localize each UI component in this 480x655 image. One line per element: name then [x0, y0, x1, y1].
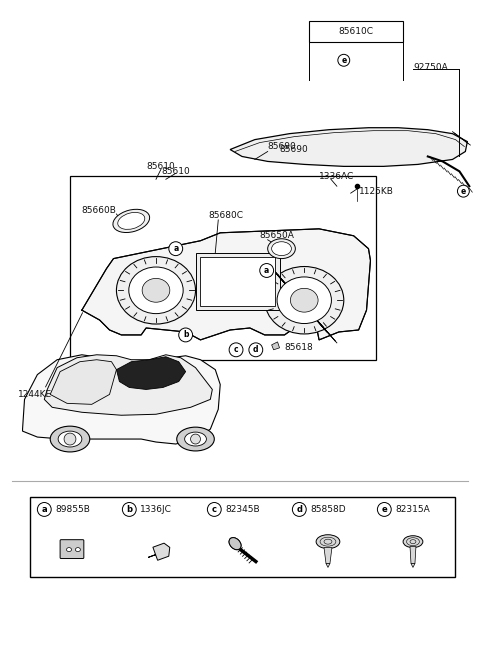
Bar: [30, 496, 456, 577]
Ellipse shape: [75, 548, 80, 552]
Ellipse shape: [118, 212, 145, 229]
Circle shape: [191, 434, 201, 444]
Circle shape: [169, 242, 183, 255]
Text: b: b: [183, 330, 188, 339]
Text: 85690: 85690: [279, 145, 308, 154]
Text: e: e: [382, 505, 387, 514]
Circle shape: [338, 54, 350, 66]
Text: b: b: [126, 505, 132, 514]
Text: 92750A: 92750A: [413, 63, 448, 72]
Ellipse shape: [177, 427, 214, 451]
Ellipse shape: [229, 538, 241, 550]
Circle shape: [207, 502, 221, 516]
Polygon shape: [82, 229, 371, 340]
Polygon shape: [326, 563, 330, 567]
Ellipse shape: [129, 267, 183, 314]
Text: 1125KB: 1125KB: [359, 187, 394, 196]
Text: 85610: 85610: [161, 167, 190, 176]
Ellipse shape: [142, 278, 170, 302]
Text: 85618: 85618: [285, 343, 313, 352]
Ellipse shape: [117, 257, 195, 324]
Polygon shape: [324, 548, 332, 563]
Circle shape: [229, 343, 243, 357]
Ellipse shape: [229, 538, 241, 550]
Polygon shape: [411, 563, 415, 567]
FancyBboxPatch shape: [60, 540, 84, 559]
Text: 85610: 85610: [146, 162, 175, 171]
Circle shape: [249, 343, 263, 357]
Text: 82315A: 82315A: [395, 505, 430, 514]
Circle shape: [64, 433, 76, 445]
Text: 89855B: 89855B: [55, 505, 90, 514]
Ellipse shape: [67, 548, 72, 552]
Ellipse shape: [58, 431, 82, 447]
Polygon shape: [272, 342, 279, 350]
Circle shape: [260, 263, 274, 278]
Polygon shape: [44, 355, 212, 415]
Circle shape: [457, 185, 469, 197]
Text: 82345B: 82345B: [225, 505, 260, 514]
Text: 1336JC: 1336JC: [140, 505, 172, 514]
Ellipse shape: [268, 239, 295, 259]
Circle shape: [377, 502, 391, 516]
Ellipse shape: [185, 432, 206, 446]
Text: 1336AC: 1336AC: [319, 172, 354, 181]
Bar: [195, 253, 279, 310]
Circle shape: [37, 502, 51, 516]
Text: e: e: [461, 187, 466, 196]
Text: a: a: [173, 244, 179, 253]
Circle shape: [292, 502, 306, 516]
Polygon shape: [23, 355, 220, 444]
Text: d: d: [253, 345, 259, 354]
Polygon shape: [230, 128, 468, 166]
Ellipse shape: [290, 288, 318, 312]
Circle shape: [122, 502, 136, 516]
Text: e: e: [341, 56, 347, 65]
Text: 85650A: 85650A: [260, 231, 295, 240]
Text: 85660B: 85660B: [82, 206, 117, 215]
Text: c: c: [212, 505, 217, 514]
Polygon shape: [50, 360, 117, 404]
Ellipse shape: [50, 426, 90, 452]
Text: a: a: [41, 505, 47, 514]
Text: 85690: 85690: [268, 142, 297, 151]
Bar: [70, 176, 376, 360]
Circle shape: [179, 328, 192, 342]
Text: 85858D: 85858D: [310, 505, 346, 514]
Text: c: c: [234, 345, 239, 354]
Bar: [201, 257, 275, 306]
Text: d: d: [296, 505, 302, 514]
Ellipse shape: [113, 210, 150, 233]
Ellipse shape: [277, 277, 331, 324]
Polygon shape: [410, 547, 416, 563]
Text: a: a: [264, 266, 269, 275]
Ellipse shape: [264, 267, 344, 334]
Text: 85610C: 85610C: [339, 27, 373, 36]
Polygon shape: [148, 543, 170, 560]
Ellipse shape: [316, 534, 340, 549]
Polygon shape: [117, 357, 186, 390]
Text: 85680C: 85680C: [208, 212, 243, 221]
Ellipse shape: [272, 242, 291, 255]
Ellipse shape: [403, 536, 423, 548]
Bar: [309, 20, 403, 43]
Text: 1244KE: 1244KE: [18, 390, 52, 399]
